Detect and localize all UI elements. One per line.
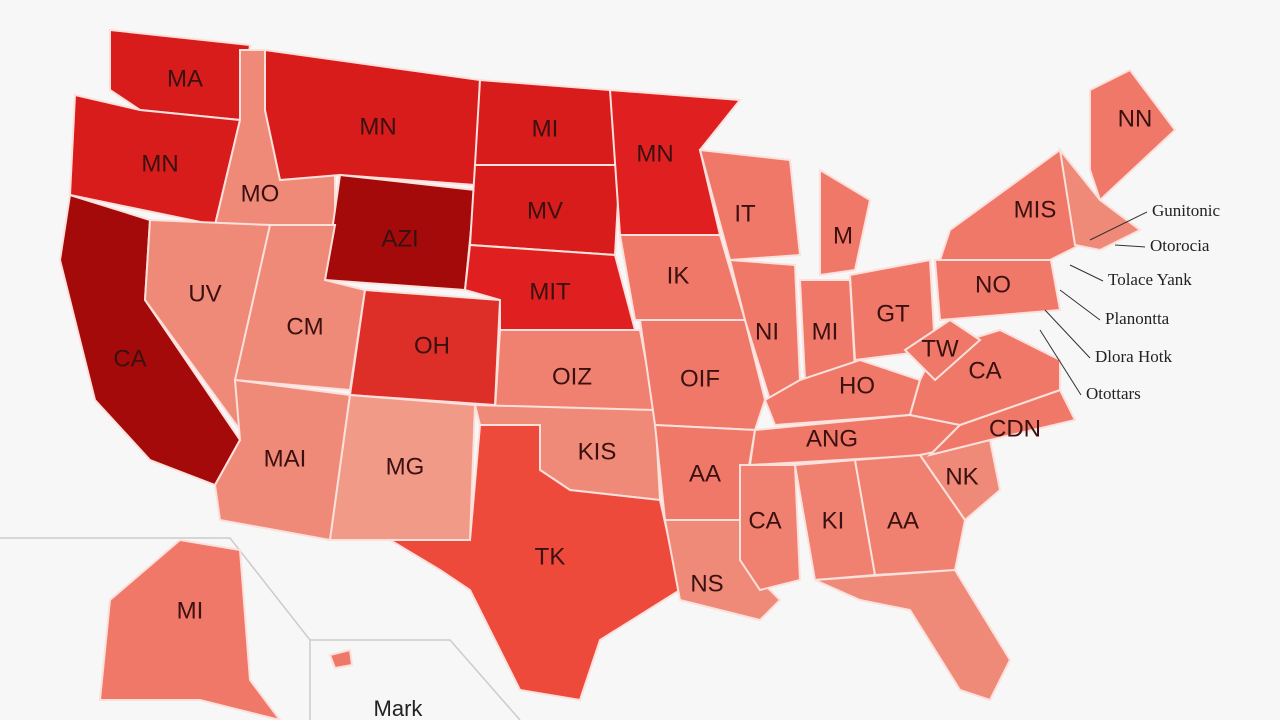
callout-label: Dlora Hotk [1095, 347, 1172, 366]
state [638, 319, 767, 432]
state [739, 464, 802, 592]
state-label: MG [386, 453, 425, 480]
state-label: OIF [680, 365, 720, 392]
state [386, 424, 682, 702]
state-label: IT [734, 200, 756, 227]
callout-line [1114, 244, 1146, 248]
state-label: MI [812, 318, 839, 345]
hawaii-frame [310, 639, 521, 720]
state-label: MAI [264, 445, 307, 472]
callout-line [1059, 289, 1101, 321]
state-label: GT [876, 300, 910, 327]
state-label: AZI [381, 225, 418, 252]
state-label: KI [822, 507, 845, 534]
state [328, 648, 354, 670]
callout-label: Gunitonic [1152, 201, 1220, 220]
inset-frames [0, 537, 521, 720]
state-label: TW [921, 335, 959, 362]
callout-label: Planontta [1105, 309, 1170, 328]
state [814, 568, 1012, 702]
state-label: NI [755, 318, 779, 345]
callout-label: Otorocia [1150, 236, 1210, 255]
callout-line [1044, 309, 1091, 359]
state [698, 148, 802, 262]
state-label: MV [527, 197, 563, 224]
state-label: MN [636, 140, 673, 167]
state [903, 318, 982, 382]
state-label: OIZ [552, 363, 592, 390]
state-label: AA [689, 460, 721, 487]
state-label: HO [839, 372, 875, 399]
state [926, 388, 1077, 457]
state [938, 148, 1092, 261]
state-label: AA [887, 507, 919, 534]
state-label: MI [177, 597, 204, 624]
callouts: Gunitonic Otorocia Tolace Yank Planontta Dlo… [1039, 201, 1220, 403]
state-label: NO [975, 271, 1011, 298]
state-label: MIT [529, 278, 571, 305]
state-label: MI [532, 115, 559, 142]
state [819, 168, 872, 277]
state-label: CDN [989, 415, 1041, 442]
state-label: CM [286, 313, 323, 340]
callout-line [1089, 211, 1148, 241]
callout-label: Otottars [1086, 384, 1141, 403]
state-label: CA [968, 357, 1001, 384]
state-label: OH [414, 332, 450, 359]
state-label: NS [690, 570, 723, 597]
state-label: UV [188, 280, 221, 307]
state-label: MN [141, 150, 178, 177]
callout-label: Tolace Yank [1108, 270, 1192, 289]
state-label: TK [535, 543, 566, 570]
state-label: M [833, 222, 853, 249]
state-label: MO [241, 180, 280, 207]
state [98, 538, 282, 720]
callout-line [1039, 329, 1082, 396]
state-label: CA [748, 507, 781, 534]
state-label: NK [945, 463, 978, 490]
state-label: KIS [578, 438, 617, 465]
state-label: NN [1118, 105, 1153, 132]
callout-line [1069, 264, 1104, 282]
alaska-frame [0, 537, 311, 720]
state-label: IK [667, 262, 690, 289]
state [853, 453, 967, 577]
inset-label: Mark [374, 696, 424, 720]
state-label: ANG [806, 425, 858, 452]
state-label: MN [359, 113, 396, 140]
state-label: MA [167, 65, 203, 92]
state-label: CA [113, 345, 146, 372]
state-label: MIS [1014, 196, 1057, 223]
state [1089, 68, 1177, 202]
state [608, 88, 742, 236]
